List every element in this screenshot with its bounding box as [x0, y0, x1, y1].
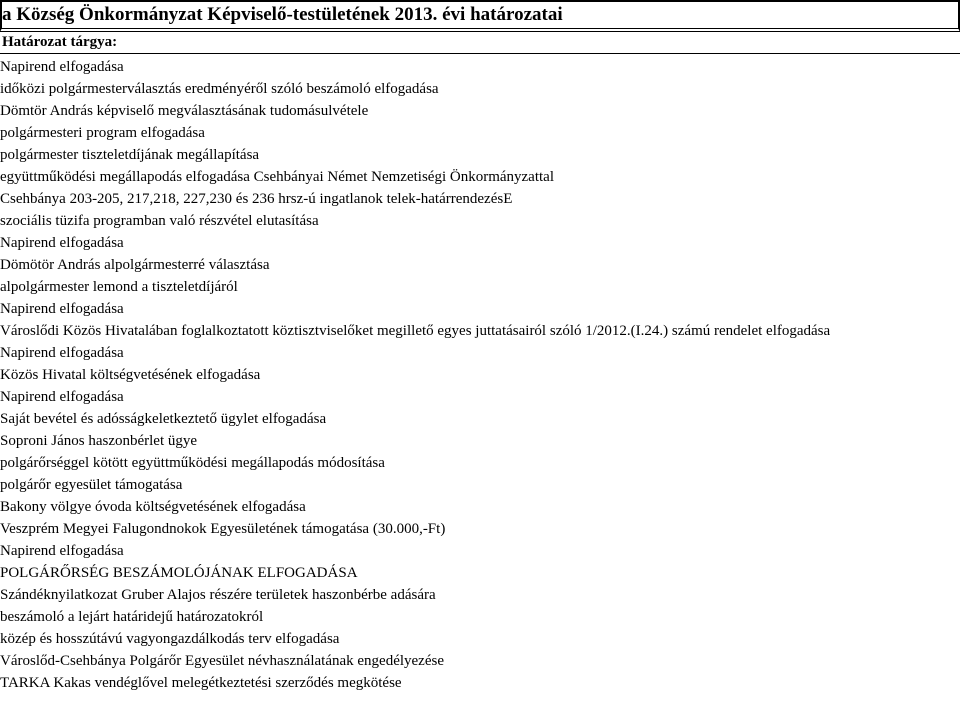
list-item: POLGÁRŐRSÉG BESZÁMOLÓJÁNAK ELFOGADÁSA	[0, 562, 960, 584]
list-item: Napirend elfogadása	[0, 540, 960, 562]
list-item: Soproni János haszonbérlet ügye	[0, 430, 960, 452]
list-item: polgárőrséggel kötött együttműködési meg…	[0, 452, 960, 474]
list-item: polgármester tiszteletdíjának megállapít…	[0, 144, 960, 166]
list-item: Napirend elfogadása	[0, 342, 960, 364]
list-item: Napirend elfogadása	[0, 298, 960, 320]
list-item: alpolgármester lemond a tiszteletdíjáról	[0, 276, 960, 298]
list-item: Csehbánya 203-205, 217,218, 227,230 és 2…	[0, 188, 960, 210]
list-item: Városlődi Közös Hivatalában foglalkoztat…	[0, 320, 960, 342]
list-item: Közös Hivatal költségvetésének elfogadás…	[0, 364, 960, 386]
column-header: Határozat tárgya:	[0, 32, 960, 54]
list-item: Szándéknyilatkozat Gruber Alajos részére…	[0, 584, 960, 606]
list-item: TARKA Kakas vendéglővel melegétkeztetési…	[0, 672, 960, 694]
list-item: polgárőr egyesület támogatása	[0, 474, 960, 496]
list-item: beszámoló a lejárt határidejű határozato…	[0, 606, 960, 628]
list-item: Veszprém Megyei Falugondnokok Egyesületé…	[0, 518, 960, 540]
list-item: Bakony völgye óvoda költségvetésének elf…	[0, 496, 960, 518]
list-item: polgármesteri program elfogadása	[0, 122, 960, 144]
list-item: Napirend elfogadása	[0, 386, 960, 408]
list-item: Dömötör András alpolgármesterré választá…	[0, 254, 960, 276]
list-item: időközi polgármesterválasztás eredményér…	[0, 78, 960, 100]
list-item: Saját bevétel és adósságkeletkeztető ügy…	[0, 408, 960, 430]
resolution-list: Napirend elfogadása időközi polgármester…	[0, 54, 960, 694]
list-item: Napirend elfogadása	[0, 232, 960, 254]
list-item: Dömtör András képviselő megválasztásának…	[0, 100, 960, 122]
list-item: Napirend elfogadása	[0, 56, 960, 78]
list-item: szociális tüzifa programban való részvét…	[0, 210, 960, 232]
list-item: Városlőd-Csehbánya Polgárőr Egyesület né…	[0, 650, 960, 672]
document-root: a Község Önkormányzat Képviselő-testület…	[0, 0, 960, 694]
list-item: közép és hosszútávú vagyongazdálkodás te…	[0, 628, 960, 650]
list-item: együttműködési megállapodás elfogadása C…	[0, 166, 960, 188]
title-box: a Község Önkormányzat Képviselő-testület…	[0, 0, 960, 32]
document-title: a Község Önkormányzat Képviselő-testület…	[2, 4, 954, 26]
